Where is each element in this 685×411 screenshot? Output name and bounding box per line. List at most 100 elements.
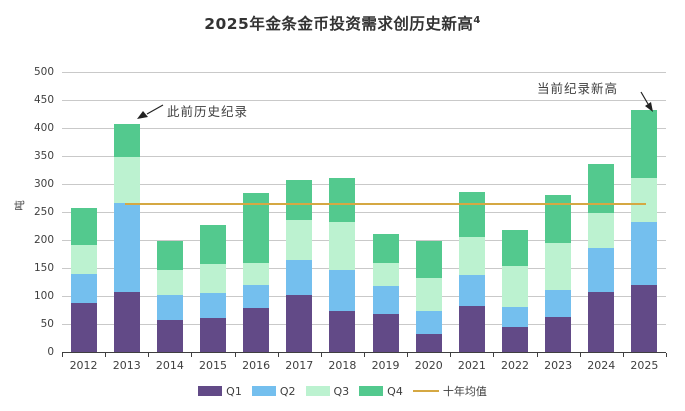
x-tick-label: 2020: [414, 359, 443, 372]
bar-segment-2020-q2: [415, 311, 442, 334]
bar-segment-2014-q1: [156, 319, 183, 352]
chart-title-footnote: 4: [473, 14, 481, 26]
bar-segment-2018-q2: [329, 270, 356, 312]
y-tick-label: 50: [40, 317, 54, 330]
x-axis-tick: [234, 353, 236, 357]
x-axis-tick: [493, 353, 495, 357]
legend-swatch-q4: [359, 386, 384, 396]
bar-segment-2020-q1: [415, 333, 442, 352]
bar-segment-2017-q1: [286, 294, 313, 352]
x-axis-tick: [622, 353, 624, 357]
bar-segment-2016-q2: [243, 284, 270, 309]
bar-segment-2015-q1: [200, 318, 226, 352]
bar-segment-2012-q2: [70, 274, 97, 303]
gridline: [62, 184, 666, 185]
annotation-previous-record: 此前历史纪录: [167, 104, 249, 119]
bar-segment-2025-q4: [631, 110, 658, 178]
x-axis-tick: [579, 353, 581, 357]
bar-segment-2019-q2: [372, 286, 399, 315]
bar-segment-2021-q3: [458, 237, 485, 275]
bar-segment-2014-q2: [156, 295, 183, 320]
bar-segment-2025-q2: [631, 221, 658, 285]
x-tick-label: 2023: [544, 359, 573, 372]
gridline: [62, 268, 666, 269]
y-tick-label: 500: [33, 65, 54, 78]
x-axis-tick: [105, 353, 107, 357]
bar-segment-2024-q4: [588, 163, 615, 214]
x-axis-tick: [191, 353, 193, 357]
chart-title-text: 2025年金条金币投资需求创历史新高: [204, 15, 474, 33]
legend-item-q3: Q3: [305, 384, 350, 398]
legend: Q1 Q2 Q3 Q4 十年均值: [0, 383, 685, 399]
y-tick-label: 350: [33, 149, 54, 162]
bar-segment-2014-q3: [156, 270, 183, 296]
bar-segment-2021-q1: [458, 305, 485, 352]
bar-segment-2017-q3: [286, 220, 313, 261]
legend-item-average: 十年均值: [412, 383, 487, 399]
x-axis-tick: [62, 353, 63, 357]
bar-segment-2018-q1: [329, 311, 356, 352]
x-axis-tick: [148, 353, 150, 357]
bar-segment-2012-q4: [70, 208, 97, 246]
x-axis-tick: [364, 353, 365, 357]
x-axis-tick: [320, 353, 322, 357]
bar-segment-2024-q1: [588, 292, 615, 352]
bar-segment-2022-q3: [502, 265, 528, 307]
x-axis-tick: [277, 353, 279, 357]
bar-segment-2012-q3: [70, 245, 97, 275]
bar-segment-2015-q4: [200, 224, 226, 265]
gridline: [62, 324, 666, 325]
y-tick-label: 100: [33, 289, 54, 302]
bar-segment-2015-q2: [200, 293, 226, 319]
gridline: [62, 72, 666, 73]
bar-segment-2022-q1: [502, 327, 528, 352]
bar-segment-2012-q1: [70, 302, 97, 352]
bar-segment-2024-q3: [588, 213, 615, 248]
legend-label: 十年均值: [442, 385, 487, 398]
bar-segment-2024-q2: [588, 247, 615, 293]
x-axis-tick: [666, 353, 667, 357]
legend-label: Q4: [387, 384, 403, 398]
gridline: [62, 296, 666, 297]
x-axis-tick: [536, 353, 538, 357]
legend-label: Q2: [279, 384, 296, 398]
bar-segment-2022-q4: [502, 229, 528, 266]
bar-segment-2019-q3: [372, 262, 399, 287]
chart-title: 2025年金条金币投资需求创历史新高4: [0, 12, 685, 34]
bar-segment-2023-q1: [545, 316, 572, 352]
x-tick-label: 2014: [155, 359, 184, 372]
bar-segment-2014-q4: [156, 241, 183, 271]
current-record-arrow-icon: [640, 91, 653, 112]
bar-segment-2019-q1: [372, 314, 399, 352]
bar-segment-2025-q1: [631, 284, 658, 352]
legend-item-q4: Q4: [359, 385, 403, 398]
bar-segment-2013-q3: [113, 157, 140, 204]
legend-average-line-icon: [412, 390, 439, 392]
x-tick-label: 2018: [328, 359, 357, 372]
y-tick-label: 200: [33, 233, 54, 246]
bar-segment-2022-q2: [502, 306, 528, 328]
x-axis-line: [62, 351, 666, 354]
bar-segment-2016-q3: [243, 262, 270, 285]
y-tick-label: 400: [33, 121, 54, 134]
gridline: [62, 240, 666, 241]
legend-swatch-q3: [305, 386, 330, 396]
y-tick-label: 250: [33, 205, 54, 218]
gridline: [62, 128, 666, 129]
x-tick-label: 2025: [630, 359, 659, 372]
legend-label: Q1: [226, 384, 242, 398]
y-tick-label: 0: [47, 345, 54, 358]
bar-segment-2017-q2: [286, 260, 313, 295]
legend-swatch-q1: [198, 386, 223, 396]
bar-segment-2023-q3: [545, 242, 572, 290]
x-tick-label: 2024: [587, 359, 616, 372]
ten-year-average-line: [125, 202, 646, 205]
bar-segment-2020-q3: [415, 278, 442, 312]
legend-label: Q3: [333, 384, 350, 398]
bar-segment-2015-q3: [200, 264, 226, 294]
gridline: [62, 100, 666, 101]
x-tick-label: 2021: [457, 359, 486, 372]
x-tick-label: 2022: [501, 359, 529, 372]
x-tick-label: 2019: [371, 359, 400, 372]
